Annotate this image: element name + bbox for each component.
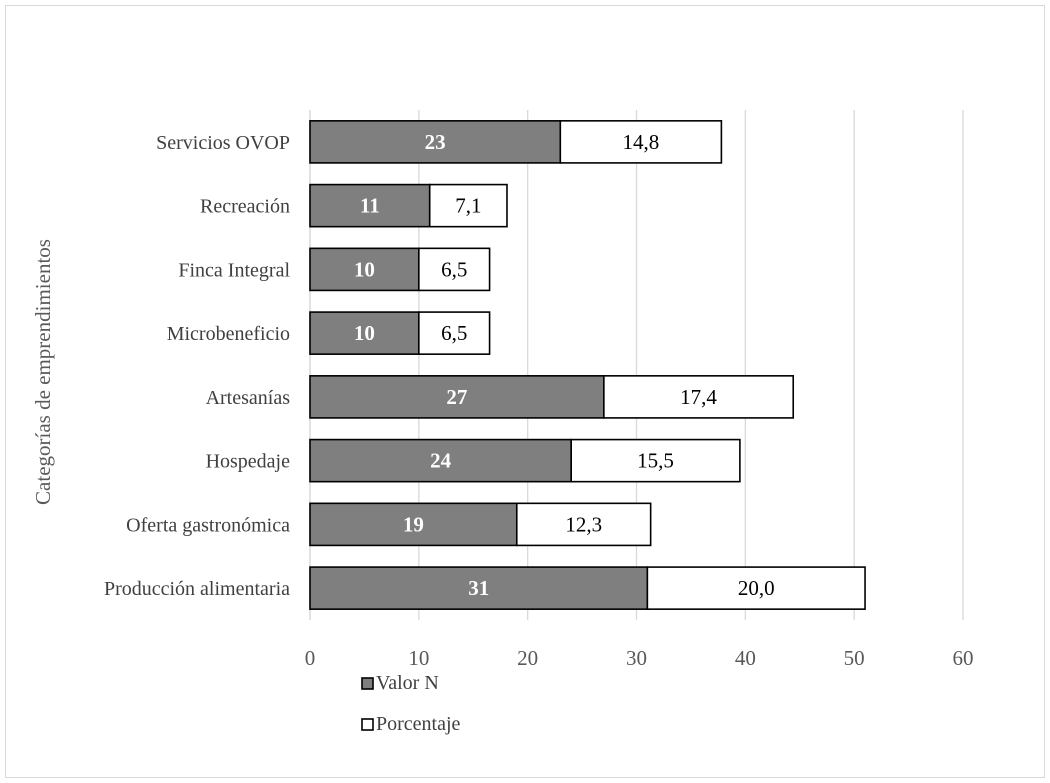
category-label: Microbeneficio — [167, 323, 290, 345]
data-label: 12,3 — [565, 512, 602, 536]
legend-swatch — [361, 718, 374, 731]
x-tick-label: 60 — [953, 646, 974, 670]
data-label: 10 — [354, 321, 375, 345]
data-label: 6,5 — [441, 257, 467, 281]
category-label: Servicios OVOP — [156, 132, 290, 154]
data-label: 27 — [446, 385, 467, 409]
data-label: 17,4 — [680, 385, 717, 409]
data-label: 24 — [430, 449, 452, 473]
legend-swatch — [361, 677, 374, 690]
bar-porcentaje — [418, 311, 491, 355]
data-label: 23 — [425, 130, 446, 154]
bar-valor-n — [309, 247, 420, 292]
bar-valor-n — [309, 120, 562, 164]
value-axis: 0 10 20 30 40 50 60 — [305, 646, 974, 670]
bar-porcentaje — [570, 438, 741, 483]
data-label: 15,5 — [637, 449, 674, 473]
category-axis: Servicios OVOP Recreación Finca Integral Mi… — [104, 132, 290, 600]
x-tick-label: 30 — [626, 646, 647, 670]
category-label: Artesanías — [206, 387, 291, 409]
legend-label: Porcentaje — [376, 713, 461, 735]
data-label: 31 — [468, 576, 489, 600]
bar-data-labels: 23 14,8 11 7,1 10 6,5 10 6,5 27 17,4 24 15,5 19 12,3 3… — [354, 130, 775, 600]
data-label: 14,8 — [622, 130, 659, 154]
bar-valor-n — [309, 502, 518, 547]
x-tick-label: 0 — [305, 646, 316, 670]
data-label: 10 — [354, 257, 375, 281]
x-tick-label: 20 — [517, 646, 538, 670]
data-label: 6,5 — [441, 321, 467, 345]
x-tick-label: 40 — [735, 646, 756, 670]
bar-valor-n — [309, 438, 573, 483]
bar-porcentaje — [559, 120, 723, 164]
category-label: Finca Integral — [178, 259, 290, 281]
data-label: 19 — [403, 512, 424, 536]
category-label: Producción alimentaria — [104, 578, 290, 600]
category-label: Hospedaje — [206, 451, 291, 473]
bar-porcentaje — [515, 502, 652, 547]
bar-valor-n — [309, 566, 649, 610]
legend-label: Valor N — [376, 672, 439, 694]
category-label: Recreación — [200, 196, 290, 218]
x-tick-label: 10 — [408, 646, 429, 670]
bar-porcentaje — [428, 183, 508, 228]
category-label: Oferta gastronómica — [126, 514, 290, 536]
bar-porcentaje — [646, 566, 866, 610]
data-label: 11 — [360, 194, 380, 218]
y-axis-title: Categorías de emprendimientos — [31, 239, 55, 505]
data-label: 7,1 — [455, 194, 481, 218]
data-label: 20,0 — [738, 576, 775, 600]
legend: Valor N Porcentaje — [361, 672, 461, 735]
bar-porcentaje — [418, 247, 491, 292]
bar-valor-n — [309, 311, 420, 355]
bars — [309, 120, 866, 610]
x-tick-label: 50 — [844, 646, 865, 670]
bar-porcentaje — [603, 375, 795, 419]
